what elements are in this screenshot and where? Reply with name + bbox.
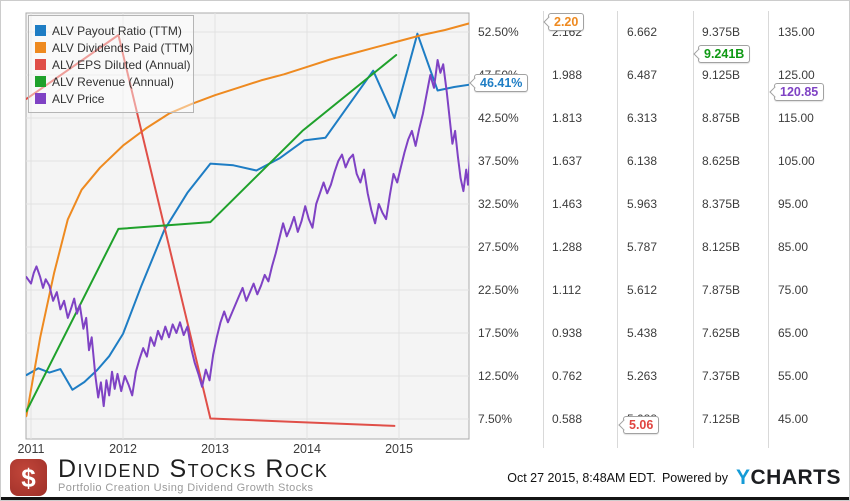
y-axis-tick-payout_ratio: 7.50% <box>478 412 513 426</box>
ycharts-logo-charts: CHARTS <box>750 466 841 489</box>
x-axis-tick: 2013 <box>201 442 229 456</box>
y-axis-tick-price: 75.00 <box>778 283 809 297</box>
axis-separator <box>543 11 544 448</box>
dsr-logo[interactable]: $ <box>10 459 47 496</box>
timestamp: Oct 27 2015, 8:48AM EDT. <box>507 470 656 485</box>
y-axis-tick-price: 135.00 <box>778 25 815 39</box>
y-axis-tick-eps_diluted: 6.313 <box>627 111 658 125</box>
legend-item: ALV Dividends Paid (TTM) <box>35 39 193 56</box>
ycharts-logo-y: Y <box>735 466 751 489</box>
ycharts-logo[interactable]: YCHARTS <box>736 467 841 488</box>
y-axis-tick-price: 105.00 <box>778 154 815 168</box>
legend-swatch-icon <box>35 42 46 53</box>
y-axis-tick-dividends_paid: 0.762 <box>552 369 583 383</box>
y-axis-tick-revenue: 9.375B <box>702 25 741 39</box>
y-axis-tick-payout_ratio: 27.50% <box>478 240 519 254</box>
y-axis-tick-dividends_paid: 0.588 <box>552 412 583 426</box>
y-axis-tick-eps_diluted: 5.263 <box>627 369 658 383</box>
legend-swatch-icon <box>35 59 46 70</box>
y-axis-tick-revenue: 8.125B <box>702 240 741 254</box>
y-axis-tick-dividends_paid: 1.637 <box>552 154 583 168</box>
y-axis-tick-dividends_paid: 1.463 <box>552 197 583 211</box>
legend-item: ALV EPS Diluted (Annual) <box>35 56 191 73</box>
y-axis-tick-price: 125.00 <box>778 68 815 82</box>
y-axis-tick-revenue: 7.125B <box>702 412 741 426</box>
y-axis-tick-eps_diluted: 5.963 <box>627 197 658 211</box>
legend-label: ALV Price <box>52 91 105 106</box>
x-axis-tick: 2012 <box>109 442 137 456</box>
y-axis-tick-payout_ratio: 32.50% <box>478 197 519 211</box>
y-axis-tick-price: 45.00 <box>778 412 809 426</box>
y-axis-tick-revenue: 8.875B <box>702 111 741 125</box>
y-axis-tick-dividends_paid: 1.112 <box>552 283 582 297</box>
y-axis-tick-eps_diluted: 6.138 <box>627 154 658 168</box>
y-axis-tick-price: 85.00 <box>778 240 809 254</box>
legend-swatch-icon <box>35 93 46 104</box>
bottom-bar <box>1 497 849 500</box>
y-axis-tick-dividends_paid: 1.988 <box>552 68 583 82</box>
x-axis-tick: 2011 <box>17 442 45 456</box>
callout-price: 120.85 <box>774 82 825 101</box>
y-axis-tick-eps_diluted: 6.487 <box>627 68 658 82</box>
y-axis-tick-payout_ratio: 52.50% <box>478 25 519 39</box>
y-axis-tick-payout_ratio: 42.50% <box>478 111 519 125</box>
brand-text: Dividend Stocks Rock Portfolio Creation … <box>58 455 329 495</box>
y-axis-tick-price: 55.00 <box>778 369 809 383</box>
callout-payout_ratio: 46.41% <box>474 74 529 93</box>
y-axis-tick-eps_diluted: 5.612 <box>627 283 658 297</box>
legend-label: ALV Payout Ratio (TTM) <box>52 23 182 38</box>
series-eps_diluted <box>26 34 396 427</box>
callout-revenue: 9.241B <box>698 45 751 64</box>
series-price <box>26 59 469 408</box>
y-axis-tick-dividends_paid: 1.288 <box>552 240 583 254</box>
legend-item: ALV Payout Ratio (TTM) <box>35 22 187 39</box>
y-axis-tick-revenue: 8.375B <box>702 197 741 211</box>
footer: $ Dividend Stocks Rock Portfolio Creatio… <box>1 455 849 499</box>
y-axis-tick-payout_ratio: 22.50% <box>478 283 519 297</box>
chart-area: ALV Payout Ratio (TTM) ALV Dividends Paid… <box>1 1 849 456</box>
y-axis-tick-revenue: 9.125B <box>702 68 741 82</box>
callout-dividends_paid: 2.20 <box>548 12 585 31</box>
callout-eps_diluted: 5.06 <box>623 415 660 434</box>
axis-separator <box>617 11 618 448</box>
brand-title: Dividend Stocks Rock <box>58 455 329 483</box>
y-axis-tick-price: 65.00 <box>778 326 809 340</box>
series-payout_ratio <box>26 32 469 391</box>
y-axis-tick-revenue: 7.875B <box>702 283 741 297</box>
x-axis-tick: 2015 <box>385 442 413 456</box>
legend-item: ALV Revenue (Annual) <box>35 73 187 90</box>
y-axis-tick-price: 95.00 <box>778 197 809 211</box>
axis-separator <box>768 11 769 448</box>
y-axis-tick-price: 115.00 <box>778 111 814 125</box>
y-axis-tick-payout_ratio: 17.50% <box>478 326 519 340</box>
legend-swatch-icon <box>35 76 46 87</box>
legend-label: ALV Dividends Paid (TTM) <box>52 40 194 55</box>
series-dividends_paid <box>26 22 469 417</box>
series-revenue <box>26 54 398 413</box>
legend-item: ALV Price <box>35 90 187 107</box>
y-axis-tick-dividends_paid: 1.813 <box>552 111 583 125</box>
dollar-icon: $ <box>21 462 36 493</box>
y-axis-tick-eps_diluted: 5.438 <box>627 326 658 340</box>
y-axis-tick-dividends_paid: 0.938 <box>552 326 583 340</box>
y-axis-tick-revenue: 7.375B <box>702 369 741 383</box>
legend: ALV Payout Ratio (TTM) ALV Dividends Paid… <box>28 15 194 113</box>
legend-swatch-icon <box>35 25 46 36</box>
plot <box>25 12 470 440</box>
brand-tagline: Portfolio Creation Using Dividend Growth… <box>58 482 314 494</box>
y-axis-tick-payout_ratio: 37.50% <box>478 154 519 168</box>
y-axis-tick-revenue: 7.625B <box>702 326 741 340</box>
y-axis-tick-eps_diluted: 6.662 <box>627 25 658 39</box>
footer-right: Oct 27 2015, 8:48AM EDT. Powered by YCHA… <box>507 456 841 499</box>
y-axis-tick-payout_ratio: 12.50% <box>478 369 519 383</box>
y-axis-tick-revenue: 8.625B <box>702 154 741 168</box>
y-axis-tick-eps_diluted: 5.787 <box>627 240 658 254</box>
axis-separator <box>693 11 694 448</box>
powered-by-label: Powered by <box>661 470 728 485</box>
legend-label: ALV EPS Diluted (Annual) <box>52 57 191 72</box>
legend-label: ALV Revenue (Annual) <box>52 74 174 89</box>
x-axis-tick: 2014 <box>293 442 321 456</box>
